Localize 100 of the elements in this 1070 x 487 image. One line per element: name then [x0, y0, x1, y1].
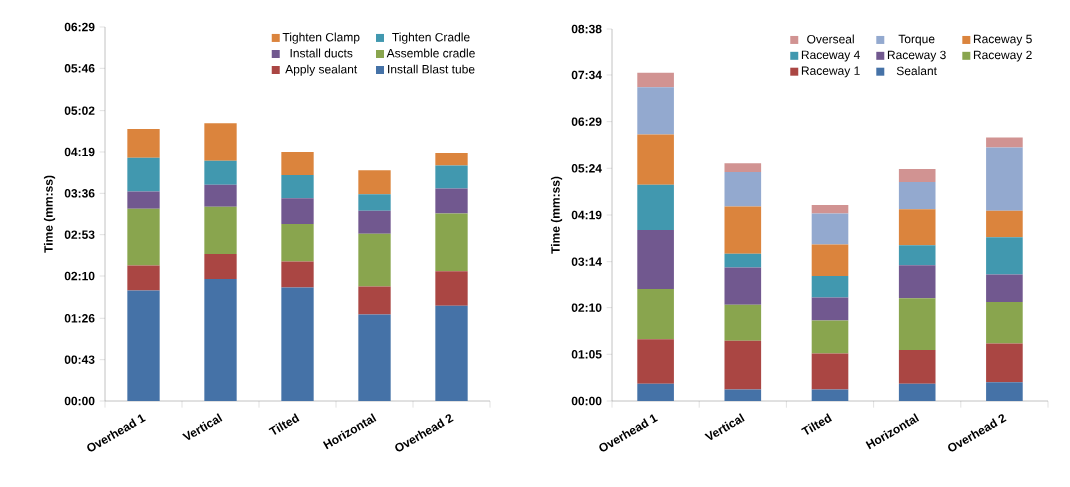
- y-tick-label: 00:43: [64, 355, 95, 364]
- bar: [435, 165, 468, 189]
- y-axis-title: Time (mm:ss): [550, 176, 563, 254]
- bar: [811, 244, 849, 277]
- bar: [724, 163, 762, 172]
- bar: [811, 276, 849, 298]
- bar: [724, 340, 762, 390]
- y-tick-label: 05:02: [64, 106, 95, 115]
- legend-label: Raceway 4: [801, 50, 860, 62]
- y-tick-label: 01:26: [64, 314, 95, 323]
- bar: [204, 278, 237, 401]
- y-tick-label: 00:00: [64, 396, 95, 406]
- bar: [986, 237, 1023, 275]
- bar: [898, 298, 936, 351]
- legend-label: Apply sealant: [285, 64, 358, 76]
- bar: [986, 274, 1023, 302]
- bar: [435, 152, 468, 166]
- bar: [435, 271, 468, 306]
- y-tick-label: 08:38: [571, 24, 602, 34]
- bar: [898, 209, 936, 246]
- y-tick-label: 02:10: [571, 303, 602, 312]
- bar: [281, 198, 314, 225]
- y-tick-label: 03:14: [571, 257, 602, 266]
- bar: [898, 245, 936, 266]
- y-axis-title: Time (mm:ss): [43, 175, 56, 253]
- bar: [281, 224, 314, 262]
- bar: [358, 286, 391, 315]
- bar: [637, 339, 674, 384]
- bar: [358, 194, 391, 211]
- bar: [986, 301, 1023, 344]
- bar: [358, 170, 391, 195]
- legend-label: Assemble cradle: [386, 48, 475, 58]
- y-tick-label: 03:36: [64, 189, 95, 198]
- bar: [898, 265, 936, 299]
- bar: [811, 353, 849, 390]
- legend-label: Raceway 3: [887, 50, 946, 62]
- bar: [127, 191, 160, 209]
- legend-label: Overseal: [807, 34, 854, 44]
- bar: [724, 171, 762, 207]
- bar: [811, 213, 849, 245]
- bar: [811, 389, 849, 401]
- bar: [637, 383, 674, 401]
- bar: [204, 123, 237, 161]
- bar: [724, 206, 762, 254]
- legend-label: Raceway 5: [973, 34, 1032, 46]
- bar: [637, 230, 674, 289]
- bar: [204, 206, 237, 254]
- y-tick-label: 01:05: [571, 350, 602, 359]
- bar: [724, 389, 762, 401]
- bar: [637, 134, 674, 185]
- bar: [358, 210, 391, 234]
- y-tick-label: 00:00: [571, 396, 602, 406]
- bar: [986, 210, 1023, 238]
- bar: [986, 147, 1023, 211]
- y-tick-label: 04:19: [64, 147, 95, 157]
- legend-label: Sealant: [896, 66, 937, 76]
- bar: [986, 343, 1023, 383]
- y-tick-label: 06:29: [64, 22, 95, 32]
- bar: [435, 213, 468, 272]
- y-tick-label: 05:24: [571, 164, 602, 173]
- bar: [637, 288, 674, 340]
- bar: [358, 233, 391, 287]
- bar: [127, 128, 160, 158]
- bar: [898, 350, 936, 384]
- bar: [898, 383, 936, 401]
- bar: [811, 320, 849, 354]
- y-tick-label: 05:46: [64, 64, 95, 73]
- bar: [358, 314, 391, 401]
- bar: [281, 261, 314, 288]
- bar: [435, 305, 468, 401]
- bar: [811, 204, 849, 214]
- bar: [281, 287, 314, 401]
- bar: [127, 157, 160, 192]
- bar: [281, 151, 314, 176]
- bar: [204, 160, 237, 185]
- bar: [724, 253, 762, 268]
- bar: [986, 137, 1023, 148]
- legend-label: Tighten Cradle: [392, 32, 470, 44]
- bar: [724, 267, 762, 305]
- bar: [204, 184, 237, 207]
- bar: [898, 169, 936, 182]
- y-tick-label: 07:34: [571, 70, 602, 80]
- legend-label: Install ducts: [290, 48, 353, 58]
- legend-label: Raceway 2: [973, 50, 1032, 62]
- bar: [637, 72, 674, 88]
- legend-label: Tighten Clamp: [282, 32, 360, 44]
- bar: [127, 290, 160, 401]
- bar: [986, 382, 1023, 401]
- bar: [637, 87, 674, 135]
- bar: [127, 208, 160, 266]
- y-tick-label: 02:10: [64, 271, 95, 281]
- bar: [435, 188, 468, 214]
- y-tick-label: 02:53: [64, 230, 95, 239]
- bar: [811, 297, 849, 321]
- bar: [281, 175, 314, 199]
- bar: [127, 265, 160, 291]
- y-tick-label: 04:19: [571, 210, 602, 220]
- bar: [724, 304, 762, 341]
- legend-label: Raceway 1: [801, 66, 860, 78]
- bar: [898, 181, 936, 210]
